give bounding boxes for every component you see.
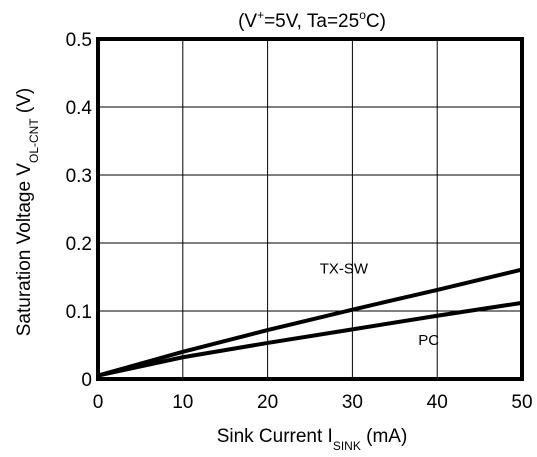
x-tick-label-3: 30 bbox=[342, 392, 363, 413]
y-tick-label-5: 0.5 bbox=[66, 30, 92, 51]
annotation-tx-sw: TX-SW bbox=[320, 261, 369, 278]
x-tick-labels: 0 10 20 30 40 50 bbox=[93, 392, 533, 413]
y-tick-label-4: 0.4 bbox=[66, 98, 93, 119]
x-tick-label-2: 20 bbox=[257, 392, 278, 413]
series-line-pc bbox=[96, 300, 524, 378]
y-tick-labels: 0 0.1 0.2 0.3 0.4 0.5 bbox=[66, 30, 93, 391]
y-tick-label-0: 0 bbox=[81, 370, 92, 391]
x-tick-label-4: 40 bbox=[427, 392, 448, 413]
plot-frame bbox=[96, 37, 524, 381]
annotation-pc: PC bbox=[418, 332, 439, 349]
y-tick-label-1: 0.1 bbox=[66, 302, 92, 323]
x-tick-label-5: 50 bbox=[511, 392, 532, 413]
series-annotations: TX-SW PC bbox=[320, 261, 440, 349]
y-tick-label-3: 0.3 bbox=[66, 166, 92, 187]
grid bbox=[97, 38, 523, 380]
x-tick-label-0: 0 bbox=[93, 392, 104, 413]
chart-title: (V+=5V, Ta=25oC) bbox=[238, 8, 386, 32]
series-line-tx-sw bbox=[96, 267, 524, 378]
x-axis-label: Sink Current ISINK (mA) bbox=[217, 426, 408, 453]
y-axis-label: Saturation Voltage VOL-CNT (V) bbox=[14, 88, 41, 337]
series-lines bbox=[96, 267, 524, 378]
y-tick-label-2: 0.2 bbox=[66, 234, 92, 255]
x-tick-label-1: 10 bbox=[172, 392, 193, 413]
